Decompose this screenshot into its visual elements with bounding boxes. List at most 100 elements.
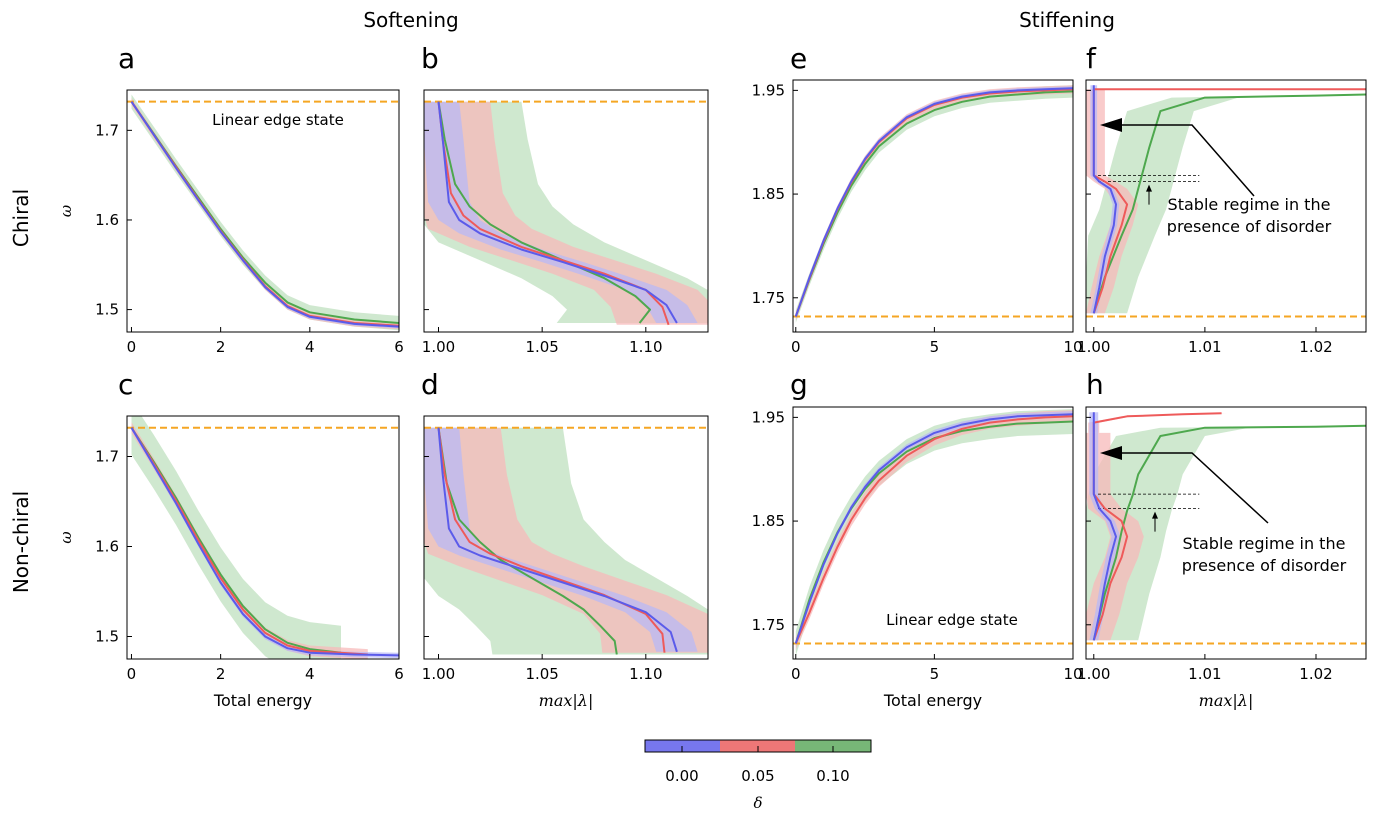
- y-tick-label: 1.7: [95, 121, 119, 139]
- panel-letter: c: [118, 368, 133, 401]
- row-label-chiral: Chiral: [9, 189, 33, 247]
- annotation-arrow-head: [1100, 118, 1122, 132]
- y-tick-label: 1.85: [752, 185, 785, 203]
- band-red: [795, 85, 1073, 321]
- y-tick-label: 1.75: [752, 289, 785, 307]
- y-tick-label: 1.95: [752, 81, 785, 99]
- x-axis-label: max|λ|: [539, 691, 594, 710]
- band-green: [1086, 425, 1366, 641]
- series-line-blue: [1092, 412, 1117, 641]
- x-tick-label: 1.02: [1299, 665, 1332, 683]
- band-green: [795, 409, 1073, 656]
- series-line-blue: [130, 101, 399, 328]
- series-line-blue: [1092, 85, 1117, 314]
- band-green: [131, 94, 399, 331]
- x-tick-label: 1.02: [1299, 338, 1332, 356]
- x-tick-label: 4: [305, 665, 315, 683]
- y-tick-label: 1.6: [95, 538, 119, 556]
- y-axis-label: ω: [57, 205, 75, 217]
- annotation-linear-edge-state: Linear edge state: [212, 111, 344, 129]
- plot-area: [424, 100, 708, 326]
- panel-letter: g: [790, 368, 808, 401]
- series-line-blue: [794, 87, 1073, 317]
- series-line-blue: [437, 427, 678, 653]
- series-line-green: [437, 101, 651, 324]
- x-tick-label: 2: [216, 665, 226, 683]
- series-line-red: [437, 101, 670, 326]
- axes-frame: [126, 89, 400, 333]
- axes-frame: [1085, 79, 1367, 333]
- plot-area: [127, 416, 399, 659]
- y-tick-label: 1.85: [752, 512, 785, 530]
- small-arrow-head: [1146, 184, 1152, 192]
- y-tick-label: 1.5: [95, 628, 119, 646]
- band-green: [131, 416, 341, 659]
- series-line-red: [794, 88, 1073, 317]
- annotation-linear-edge-state: Linear edge state: [886, 611, 1018, 629]
- plot-area: [424, 426, 708, 655]
- x-tick-label: 4: [305, 338, 315, 356]
- panel-letter: a: [118, 42, 135, 75]
- panel-e: 0 5 10 1.75 1.85 1.95 e: [752, 42, 1083, 356]
- series-line-green: [794, 90, 1073, 317]
- series-line-red: [130, 101, 399, 327]
- x-tick-label: 1.10: [629, 338, 662, 356]
- x-tick-label: 1.00: [422, 665, 455, 683]
- x-tick-label: 1.05: [525, 338, 558, 356]
- annotation-arrow-line: [1120, 124, 1255, 197]
- series-line-green: [1092, 93, 1366, 314]
- series-line-green: [130, 427, 342, 654]
- annotation-stable-regime-line-1: Stable regime in the: [1183, 534, 1346, 553]
- x-tick-label: 0: [127, 665, 137, 683]
- annotation-stable-regime-line-1: Stable regime in the: [1168, 195, 1331, 214]
- band-blue: [424, 427, 698, 652]
- band-green: [1086, 94, 1366, 314]
- axes-frame: [126, 415, 400, 660]
- colorbar-tick-label-0: 0.00: [665, 767, 698, 785]
- y-tick-label: 1.95: [752, 408, 785, 426]
- x-tick-label: 1.01: [1188, 338, 1221, 356]
- axes-frame: [792, 79, 1074, 333]
- panel-d: 1.00 1.05 1.10 d max|λ|: [421, 368, 709, 710]
- x-tick-label: 0: [791, 338, 801, 356]
- row-label-non-chiral: Non-chiral: [9, 491, 33, 593]
- panel-g: 0 5 10 1.75 1.85 1.95 g Total energy Linear edge…: [752, 368, 1083, 710]
- x-tick-label: 1.05: [525, 665, 558, 683]
- axes-frame: [792, 406, 1074, 660]
- y-tick-label: 1.75: [752, 616, 785, 634]
- panel-b: 1.00 1.05 1.10 b: [421, 42, 709, 356]
- panel-letter: b: [421, 42, 439, 75]
- colorbar-label: δ: [753, 794, 762, 812]
- x-tick-label: 1.00: [1077, 338, 1110, 356]
- band-red: [424, 427, 708, 653]
- band-blue: [424, 101, 698, 323]
- x-tick-label: 10: [1063, 338, 1082, 356]
- x-axis-label: Total energy: [213, 691, 312, 710]
- series-line-green: [437, 427, 618, 655]
- annotation-arrow-line: [1120, 452, 1269, 524]
- x-tick-label: 2: [216, 338, 226, 356]
- series-line-red: [437, 427, 666, 653]
- band-blue: [1089, 412, 1121, 641]
- group-title-stiffening: Stiffening: [1019, 8, 1115, 32]
- axes-frame: [423, 415, 709, 660]
- panel-letter: e: [790, 42, 807, 75]
- x-tick-label: 0: [791, 665, 801, 683]
- band-blue: [131, 99, 399, 329]
- annotation-stable-regime-line-2: presence of disorder: [1167, 217, 1332, 236]
- axes-frame: [1085, 406, 1367, 660]
- small-arrow-head: [1152, 511, 1158, 519]
- group-title-softening: Softening: [363, 8, 458, 32]
- plot-area: [793, 409, 1073, 656]
- annotation-arrow-head: [1100, 446, 1122, 460]
- panel-letter: d: [421, 368, 439, 401]
- plot-area: [127, 94, 399, 331]
- panel-h: 1.00 1.01 1.02 h max|λ| Stable regime in the p…: [1077, 368, 1367, 710]
- plot-area: [1086, 412, 1366, 645]
- series-line-red: [130, 427, 368, 656]
- series-line-green: [1092, 424, 1366, 641]
- annotation-stable-regime-line-2: presence of disorder: [1182, 556, 1347, 575]
- band-red: [1086, 89, 1139, 314]
- axes-frame: [423, 89, 709, 333]
